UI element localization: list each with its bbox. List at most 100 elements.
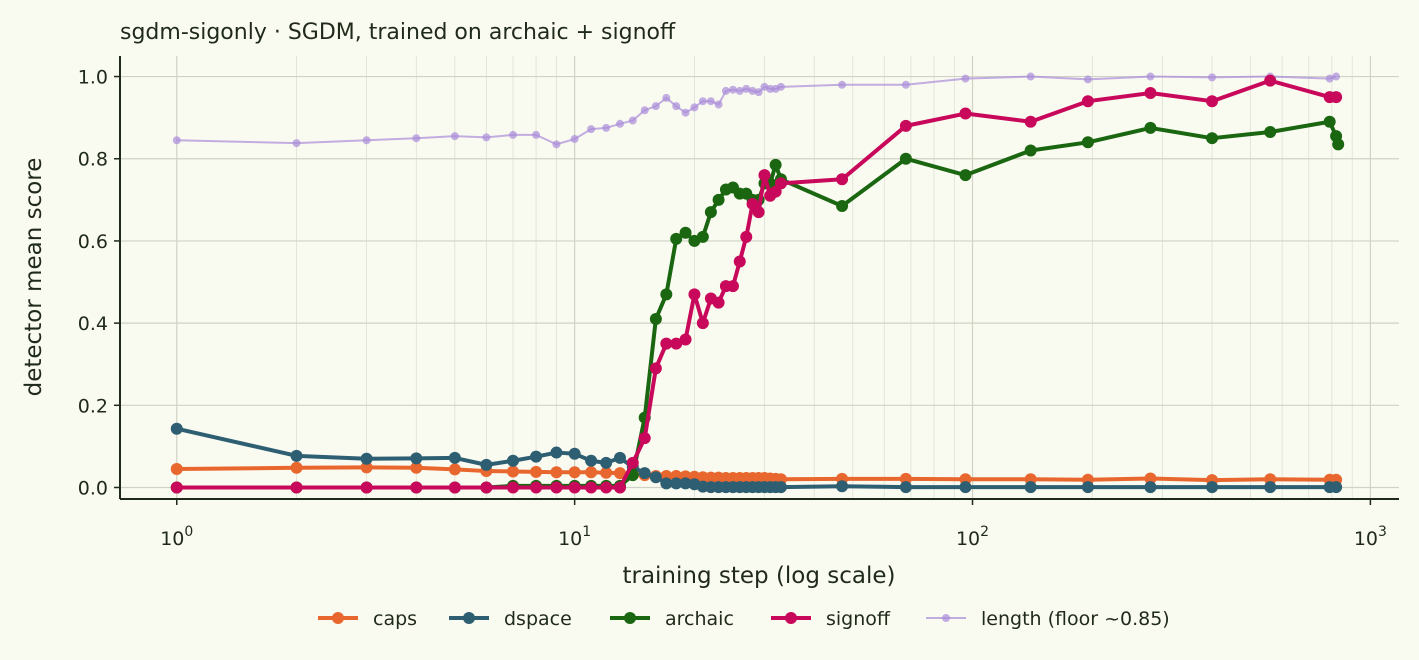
data-point	[696, 230, 709, 243]
data-point	[961, 74, 970, 83]
y-tick-label: 0.4	[78, 313, 108, 335]
data-point	[613, 451, 626, 464]
data-point	[660, 337, 673, 350]
data-point	[726, 280, 739, 293]
legend-label: archaic	[665, 608, 734, 630]
data-point	[649, 362, 662, 375]
x-tick-label: 102	[956, 524, 989, 550]
data-point	[712, 193, 725, 206]
legend-marker	[942, 614, 950, 622]
data-point	[628, 116, 637, 125]
data-point	[587, 125, 596, 134]
data-point	[721, 86, 730, 95]
series-signoff	[170, 74, 1343, 494]
data-point	[532, 130, 541, 139]
data-point	[670, 337, 683, 350]
data-point	[1332, 72, 1341, 81]
data-point	[651, 102, 660, 111]
data-point	[568, 447, 581, 460]
data-point	[649, 471, 662, 484]
data-point	[670, 477, 683, 490]
data-point	[638, 432, 651, 445]
data-point	[704, 206, 717, 219]
data-point	[899, 481, 912, 494]
data-point	[836, 200, 849, 212]
data-point	[410, 452, 423, 465]
data-point	[482, 133, 491, 142]
data-point	[776, 82, 785, 91]
data-point	[1206, 132, 1219, 145]
data-point	[585, 454, 598, 467]
data-point	[552, 140, 561, 149]
data-point	[602, 123, 611, 132]
legend-marker	[785, 612, 797, 624]
data-point	[679, 477, 692, 490]
data-point	[679, 333, 692, 346]
data-point	[728, 85, 737, 94]
data-point	[901, 80, 910, 89]
data-point	[679, 226, 692, 239]
data-point	[410, 461, 423, 474]
data-point	[410, 481, 423, 494]
data-point	[690, 103, 699, 112]
legend-marker	[624, 612, 636, 624]
series-layer	[170, 72, 1345, 494]
data-point	[959, 169, 972, 182]
data-point	[585, 481, 598, 494]
data-point	[360, 481, 373, 494]
data-point	[899, 119, 912, 132]
data-point	[170, 463, 183, 475]
data-point	[507, 454, 520, 467]
data-point	[688, 288, 701, 301]
data-point	[530, 465, 543, 478]
legend-item: length (floor ~0.85)	[926, 608, 1170, 630]
data-point	[570, 135, 579, 144]
y-tick-label: 0.8	[78, 149, 108, 171]
data-point	[568, 466, 581, 479]
data-point	[899, 472, 912, 485]
data-point	[1144, 472, 1157, 485]
data-point	[290, 449, 303, 462]
data-point	[754, 88, 763, 97]
data-point	[448, 463, 461, 476]
data-point	[836, 173, 849, 186]
legend: caps dspace archaic signoff length (floor ~0…	[318, 608, 1170, 630]
data-point	[1144, 481, 1157, 494]
legend-marker	[463, 612, 475, 624]
data-point	[766, 84, 775, 93]
legend-item: dspace	[449, 608, 572, 630]
legend-item: caps	[318, 608, 417, 630]
data-point	[600, 456, 613, 469]
data-point	[698, 97, 707, 106]
data-point	[649, 313, 662, 326]
data-point	[1208, 73, 1217, 82]
legend-item: archaic	[610, 608, 734, 630]
data-point	[509, 130, 518, 139]
axes	[119, 56, 1399, 500]
data-point	[613, 481, 626, 494]
data-point	[752, 206, 765, 219]
data-point	[774, 481, 787, 494]
y-tick-label: 0.6	[78, 231, 108, 253]
data-point	[735, 86, 744, 95]
x-tick-label: 103	[1354, 524, 1387, 550]
data-point	[292, 139, 301, 148]
legend-item: signoff	[771, 608, 891, 630]
data-point	[1081, 95, 1094, 108]
data-point	[530, 450, 543, 463]
x-axis-label: training step (log scale)	[622, 563, 895, 589]
data-point	[638, 467, 651, 480]
data-point	[615, 119, 624, 128]
data-point	[660, 288, 673, 301]
data-point	[613, 467, 626, 480]
data-point	[290, 461, 303, 474]
data-point	[714, 100, 723, 109]
data-point	[672, 102, 681, 111]
data-point	[290, 481, 303, 494]
data-point	[1081, 136, 1094, 149]
data-point	[480, 458, 493, 471]
data-point	[550, 481, 563, 494]
data-point	[362, 136, 371, 145]
data-point	[1264, 74, 1277, 87]
